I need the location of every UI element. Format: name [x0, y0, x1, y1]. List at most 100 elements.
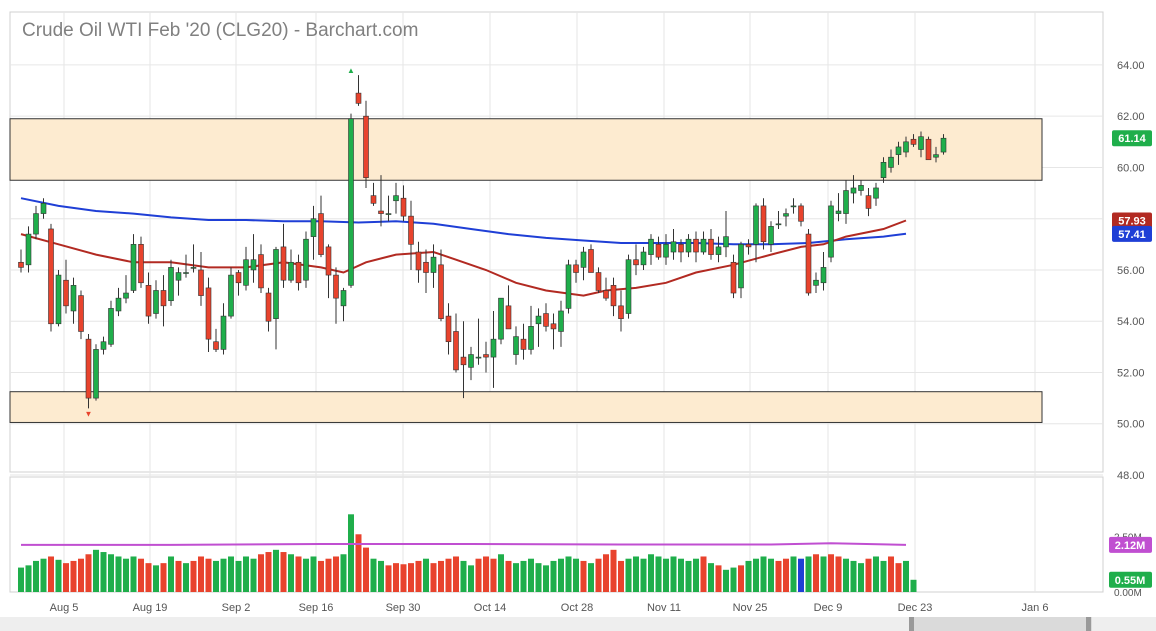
- volume-bar: [453, 556, 459, 592]
- candle-body: [783, 213, 789, 217]
- scrollbar-thumb: [910, 617, 1092, 631]
- volume-bar: [603, 554, 609, 592]
- volume-bar: [895, 563, 902, 592]
- candle-body: [100, 341, 107, 350]
- volume-bar: [265, 552, 272, 592]
- candle-body: [453, 331, 459, 371]
- volume-bar: [280, 552, 287, 592]
- volume-bar: [580, 560, 587, 592]
- volume-bar: [633, 556, 639, 592]
- y-tick-label: 64.00: [1117, 60, 1145, 72]
- candle-body: [760, 205, 767, 243]
- candle-body: [295, 261, 302, 284]
- candle-body: [595, 272, 602, 291]
- candle-body: [378, 210, 384, 214]
- volume-bar: [588, 563, 594, 592]
- y-tick-label: 60.00: [1117, 162, 1145, 174]
- volume-bar: [258, 554, 264, 592]
- candle-body: [663, 244, 669, 258]
- candle-body: [610, 285, 617, 307]
- price-badge-label: 57.93: [1118, 215, 1146, 227]
- volume-bar: [625, 558, 632, 592]
- candle-body: [145, 285, 152, 317]
- volume-bar: [903, 560, 909, 592]
- candle-body: [228, 274, 234, 317]
- volume-bar: [40, 558, 47, 592]
- volume-bar: [460, 560, 467, 592]
- volume-bar: [865, 558, 872, 592]
- volume-bar: [220, 558, 227, 592]
- volume-bar: [393, 563, 399, 592]
- scrollbar-handle-right: [1086, 617, 1091, 631]
- volume-bar: [100, 552, 107, 592]
- volume-bar: [820, 556, 827, 592]
- candle-body: [648, 238, 654, 255]
- candle-body: [723, 236, 729, 248]
- candle-body: [603, 290, 609, 299]
- candle-body: [483, 354, 489, 358]
- candle-body: [850, 187, 857, 194]
- volume-bar: [873, 556, 879, 592]
- candle-body: [813, 279, 819, 286]
- volume-bar: [490, 558, 497, 592]
- candle-body: [265, 292, 272, 322]
- candle-body: [910, 138, 917, 145]
- volume-bar: [543, 565, 549, 592]
- candle-body: [685, 238, 692, 253]
- candle-body: [640, 251, 647, 266]
- volume-bar: [618, 560, 624, 592]
- candle-body: [250, 259, 257, 271]
- candle-body: [130, 244, 137, 291]
- volume-bar: [468, 565, 474, 592]
- candle-body: [363, 115, 369, 178]
- volume-bar: [363, 547, 369, 592]
- candle-body: [558, 310, 564, 332]
- volume-bar: [610, 549, 617, 592]
- candle-body: [858, 185, 864, 191]
- candle-body: [438, 264, 444, 319]
- volume-bar: [430, 563, 437, 592]
- volume-bar: [273, 549, 279, 592]
- volume-bar: [880, 560, 887, 592]
- x-tick-label: Sep 16: [299, 602, 334, 614]
- volume-bar: [738, 565, 744, 592]
- candle-body: [843, 190, 849, 214]
- volume-bar: [760, 556, 767, 592]
- volume-bar: [198, 556, 204, 592]
- x-tick-label: Sep 30: [386, 602, 421, 614]
- y-tick-label: 50.00: [1117, 419, 1145, 431]
- volume-bar: [370, 558, 377, 592]
- volume-bar: [70, 560, 77, 592]
- candle-body: [903, 141, 909, 153]
- volume-badge-label: 2.12M: [1115, 540, 1146, 552]
- candle-body: [775, 223, 782, 226]
- volume-bar: [535, 563, 542, 592]
- candle-body: [528, 326, 534, 350]
- volume-bar: [250, 558, 257, 592]
- candle-body: [153, 290, 159, 314]
- candle-body: [93, 349, 99, 399]
- candle-body: [513, 336, 519, 355]
- volume-bar: [85, 554, 92, 592]
- candle-body: [798, 205, 804, 222]
- candle-body: [535, 315, 542, 325]
- candle-body: [108, 308, 114, 345]
- candle-body: [700, 238, 707, 253]
- volume-bar: [685, 560, 692, 592]
- volume-bar: [775, 560, 782, 592]
- candle-body: [543, 313, 549, 327]
- volume-bar: [243, 556, 249, 592]
- candle-body: [625, 259, 632, 314]
- volume-bar: [160, 563, 167, 592]
- volume-badge: [1109, 536, 1152, 553]
- volume-bar: [145, 563, 152, 592]
- candle-body: [738, 244, 744, 289]
- volume-bar: [175, 560, 182, 592]
- volume-bar: [798, 558, 804, 592]
- candle-body: [288, 261, 294, 281]
- candle-body: [835, 210, 842, 214]
- volume-bar: [693, 558, 699, 592]
- volume-bar: [168, 556, 174, 592]
- volume-bar: [400, 564, 407, 592]
